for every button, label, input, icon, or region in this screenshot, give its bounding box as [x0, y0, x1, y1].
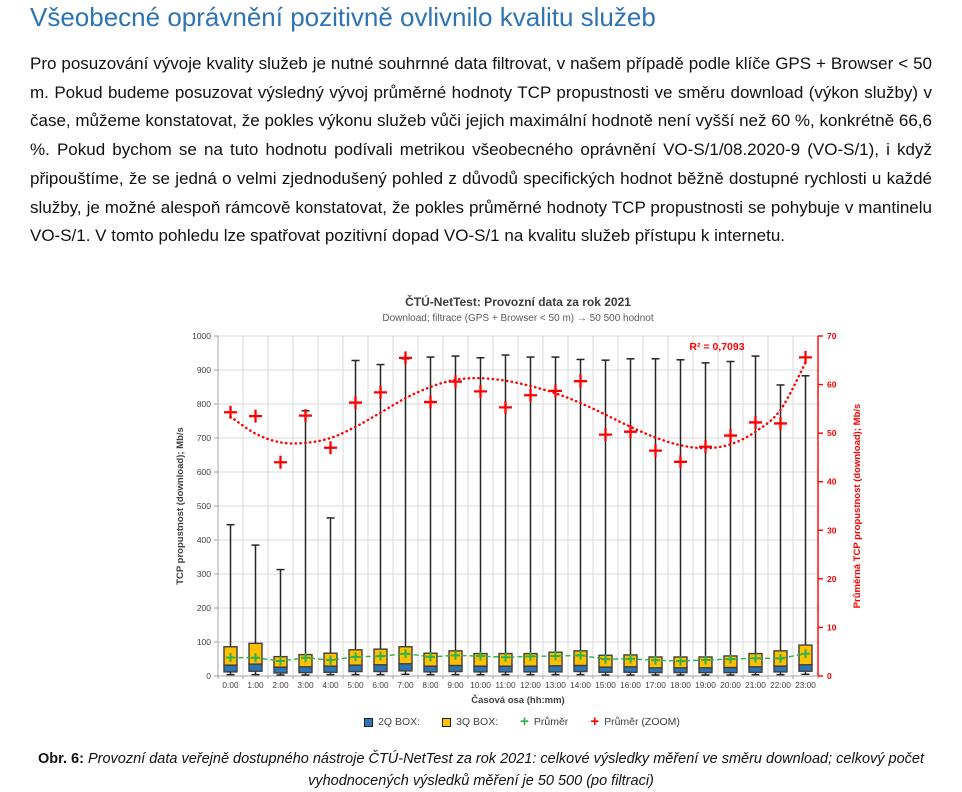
mean-plus-icon: +: [520, 713, 529, 730]
legend-item-mean: + Průměr: [520, 713, 569, 730]
page-title: Všeobecné oprávnění pozitivně ovlivnilo …: [30, 2, 656, 32]
boxplot-16:00: [623, 358, 638, 676]
left-axis: 0 100 200 300 400 500 600 700 800 900 1000: [192, 331, 219, 681]
svg-text:700: 700: [197, 433, 211, 443]
svg-text:6:00: 6:00: [372, 680, 389, 690]
svg-text:60: 60: [827, 380, 837, 390]
svg-text:50: 50: [827, 428, 837, 438]
right-axis: 0 10 20 30 40 50 60 70: [817, 331, 837, 681]
x-axis-title: Časová osa (hh:mm): [471, 694, 564, 706]
svg-text:0: 0: [206, 671, 211, 681]
boxplot-20:00: [723, 360, 738, 676]
svg-text:70: 70: [827, 331, 837, 341]
boxplot-5:00: [348, 359, 363, 676]
chart-legend: 2Q BOX: 3Q BOX: + Průměr + Průměr (ZOOM): [172, 713, 872, 730]
svg-text:20:00: 20:00: [720, 680, 741, 690]
svg-text:9:00: 9:00: [447, 680, 464, 690]
svg-text:3:00: 3:00: [297, 680, 314, 690]
svg-text:12:00: 12:00: [520, 680, 541, 690]
svg-text:500: 500: [197, 501, 211, 511]
svg-text:14:00: 14:00: [570, 680, 591, 690]
svg-text:40: 40: [827, 477, 837, 487]
legend-item-2q-box: 2Q BOX:: [364, 716, 420, 728]
legend-item-mean-zoom: + Průměr (ZOOM): [590, 713, 680, 730]
gridlines: [218, 335, 818, 676]
svg-text:7:00: 7:00: [397, 680, 414, 690]
boxplot-7:00: [398, 358, 413, 676]
svg-text:0:00: 0:00: [222, 680, 239, 690]
svg-text:16:00: 16:00: [620, 680, 641, 690]
svg-text:300: 300: [197, 569, 211, 579]
boxplot-15:00: [598, 359, 613, 676]
svg-text:800: 800: [197, 399, 211, 409]
svg-text:0: 0: [827, 671, 832, 681]
caption-text: Provozní data veřejně dostupného nástroj…: [87, 751, 925, 789]
svg-text:19:00: 19:00: [695, 680, 716, 690]
svg-text:200: 200: [197, 603, 211, 613]
svg-text:1000: 1000: [192, 331, 211, 341]
body-paragraph: Pro posuzování vývoje kvality služeb je …: [30, 54, 932, 246]
2q-box-swatch-icon: [364, 717, 374, 727]
boxplot-4:00: [323, 517, 338, 676]
legend-label: 3Q BOX:: [456, 716, 499, 728]
svg-text:8:00: 8:00: [422, 680, 439, 690]
svg-text:18:00: 18:00: [670, 680, 691, 690]
legend-label: Průměr: [533, 716, 569, 728]
figure-chart: 0 100 200 300 400 500 600 700 800 900 1000 0:00 1:00…: [172, 292, 872, 738]
caption-label: Obr. 6:: [37, 751, 84, 767]
boxplot-10:00: [473, 357, 488, 676]
svg-text:11:00: 11:00: [495, 680, 516, 690]
trend-dotted-line: [229, 361, 807, 450]
svg-text:21:00: 21:00: [745, 680, 766, 690]
boxplot-23:00: [798, 375, 813, 676]
figure-caption: Obr. 6: Provozní data veřejně dostupného…: [30, 748, 932, 792]
svg-text:10:00: 10:00: [470, 680, 491, 690]
svg-text:15:00: 15:00: [595, 680, 616, 690]
mean-zoom-plus-icon: +: [590, 713, 600, 730]
boxplot-12:00: [523, 356, 538, 676]
svg-text:23:00: 23:00: [795, 680, 816, 690]
svg-text:22:00: 22:00: [770, 680, 791, 690]
3q-box-swatch-icon: [442, 717, 452, 727]
legend-item-3q-box: 3Q BOX:: [442, 716, 498, 728]
boxplot-1:00: [248, 544, 263, 676]
boxplot-18:00: [673, 359, 688, 676]
mean-plus-markers: [226, 649, 810, 666]
x-axis: 0:00 1:00 2:00 3:00 4:00 5:00 6:00 7:00 8:00 9:00…: [217, 675, 819, 690]
boxplot-3:00: [298, 410, 313, 676]
boxplot-19:00: [698, 362, 713, 676]
mean-zoom-plus-markers: [224, 350, 812, 469]
svg-text:30: 30: [827, 525, 837, 535]
boxplot-0:00: [223, 523, 238, 676]
svg-text:400: 400: [197, 535, 211, 545]
svg-text:4:00: 4:00: [322, 680, 339, 690]
boxplot-13:00: [548, 356, 563, 676]
svg-text:5:00: 5:00: [347, 680, 364, 690]
y-right-axis-title: Průměrná TCP propustnost (download); Mb/…: [852, 404, 863, 609]
legend-label: Průměr (ZOOM): [604, 716, 680, 728]
chart-subtitle: Download; filtrace (GPS + Browser < 50 m…: [382, 313, 653, 324]
svg-text:13:00: 13:00: [545, 680, 566, 690]
legend-label: 2Q BOX:: [378, 716, 421, 728]
svg-text:2:00: 2:00: [272, 680, 289, 690]
svg-text:1:00: 1:00: [247, 680, 264, 690]
svg-text:17:00: 17:00: [645, 680, 666, 690]
svg-text:900: 900: [197, 365, 211, 375]
svg-text:10: 10: [827, 622, 837, 632]
svg-text:100: 100: [197, 637, 211, 647]
chart-title: ČTÚ-NetTest: Provozní data za rok 2021: [405, 294, 631, 309]
r-squared-label: R² = 0,7093: [689, 341, 744, 353]
boxplot-17:00: [648, 358, 663, 676]
y-left-axis-title: TCP propustnost (download); Mb/s: [175, 427, 186, 585]
svg-text:600: 600: [197, 467, 211, 477]
svg-text:20: 20: [827, 574, 837, 584]
boxplot-14:00: [573, 358, 588, 676]
